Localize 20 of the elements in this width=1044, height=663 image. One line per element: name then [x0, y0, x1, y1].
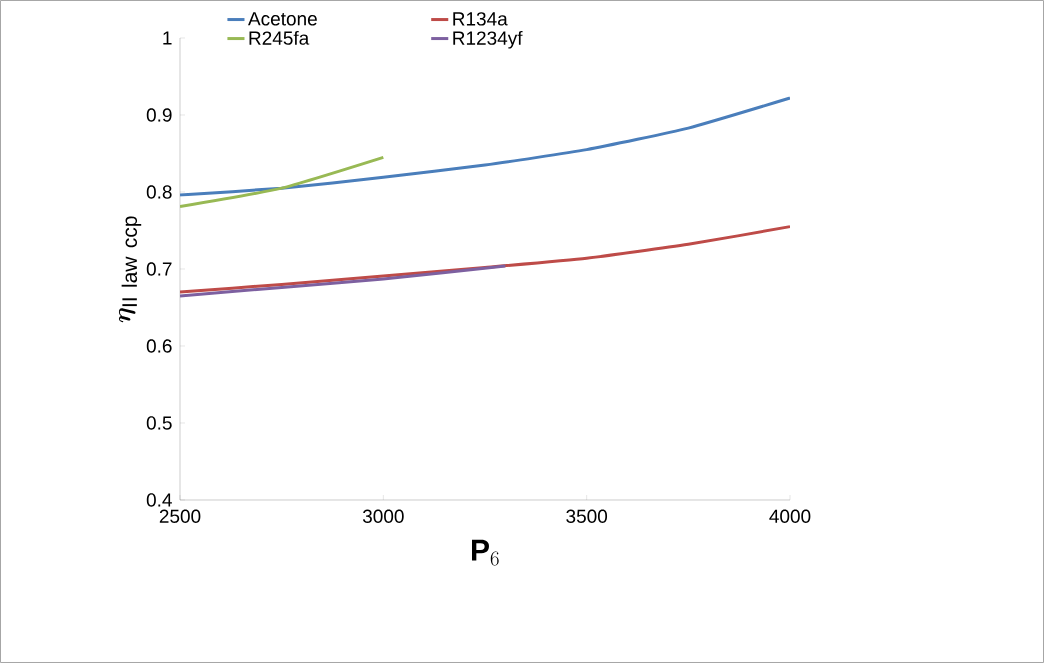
y-tick-label: 1 [163, 31, 172, 45]
legend-label: R1234yf [453, 30, 523, 49]
y-tick-label: 0.9 [146, 108, 172, 122]
y-axis-title: $\bm{\eta}_{\mathrm{II\ law\ ccp}}$ [118, 216, 142, 323]
x-tick-label: 2500 [159, 509, 201, 523]
x-tick-label: 3500 [566, 509, 608, 523]
line-series [180, 264, 507, 298]
y-tick-label: 0.4 [146, 493, 172, 507]
legend-label: R245fa [249, 30, 310, 45]
line-series [180, 96, 790, 197]
x-axis-title: $\mathbf{P}_{6}$ [472, 539, 499, 566]
y-tick-label: 0.6 [146, 339, 172, 353]
legend-label: R134a [453, 12, 508, 26]
legend-label: Acetone [248, 12, 317, 26]
x-tick-label: 3000 [362, 509, 404, 523]
y-tick-label: 0.5 [146, 416, 172, 430]
x-tick-label: 4000 [769, 509, 811, 523]
line-series [180, 225, 790, 294]
y-tick-label: 0.7 [146, 262, 172, 276]
y-tick-label: 0.8 [146, 185, 172, 199]
